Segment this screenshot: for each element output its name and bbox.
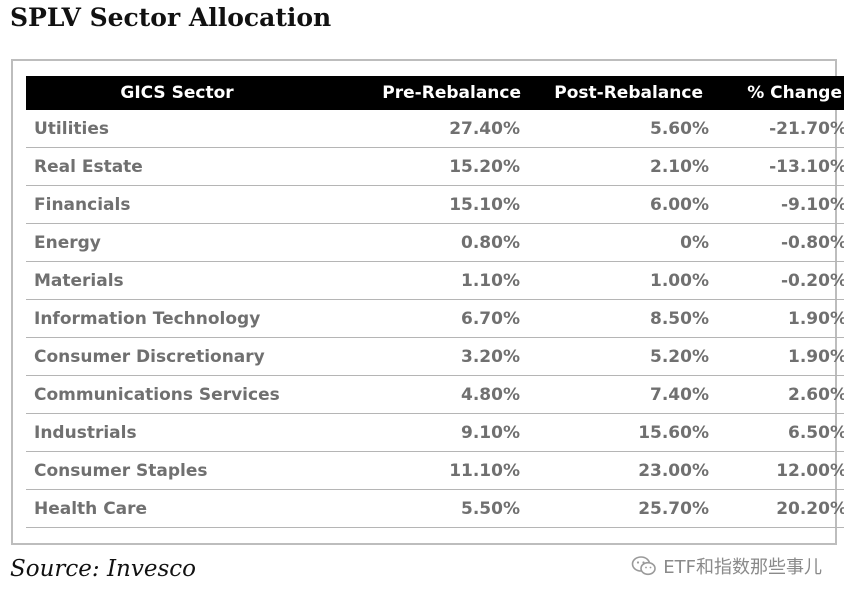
sector-cell: Health Care	[26, 489, 328, 528]
table-row: Materials 1.10% 1.00% -0.20%	[26, 261, 844, 300]
sector-cell: Industrials	[26, 413, 328, 452]
pre-rebalance-cell: 9.10%	[328, 413, 528, 452]
post-rebalance-cell: 0%	[528, 223, 717, 262]
post-rebalance-cell: 2.10%	[528, 147, 717, 186]
post-rebalance-cell: 25.70%	[528, 489, 717, 528]
table-row: Utilities 27.40% 5.60% -21.70%	[26, 110, 844, 148]
source-caption: Source: Invesco	[10, 556, 196, 582]
sector-cell: Communications Services	[26, 375, 328, 414]
header-row: GICS Sector Pre-Rebalance Post-Rebalance…	[26, 76, 844, 110]
change-cell: -0.20%	[717, 261, 844, 300]
change-cell: 1.90%	[717, 299, 844, 338]
sector-allocation-table: GICS Sector Pre-Rebalance Post-Rebalance…	[26, 76, 844, 528]
header-post-rebalance: Post-Rebalance	[528, 76, 717, 110]
change-cell: -9.10%	[717, 185, 844, 224]
table-row: Real Estate 15.20% 2.10% -13.10%	[26, 147, 844, 186]
pre-rebalance-cell: 15.20%	[328, 147, 528, 186]
pre-rebalance-cell: 4.80%	[328, 375, 528, 414]
change-cell: 20.20%	[717, 489, 844, 528]
watermark-text: ETF和指数那些事儿	[663, 557, 822, 578]
sector-cell: Energy	[26, 223, 328, 262]
change-cell: 1.90%	[717, 337, 844, 376]
header-pre-rebalance: Pre-Rebalance	[328, 76, 528, 110]
table-row: Consumer Discretionary 3.20% 5.20% 1.90%	[26, 337, 844, 376]
post-rebalance-cell: 15.60%	[528, 413, 717, 452]
table-row: Consumer Staples 11.10% 23.00% 12.00%	[26, 451, 844, 490]
sector-cell: Financials	[26, 185, 328, 224]
table-row: Financials 15.10% 6.00% -9.10%	[26, 185, 844, 224]
table-row: Information Technology 6.70% 8.50% 1.90%	[26, 299, 844, 338]
post-rebalance-cell: 6.00%	[528, 185, 717, 224]
pre-rebalance-cell: 27.40%	[328, 110, 528, 148]
sector-cell: Consumer Discretionary	[26, 337, 328, 376]
post-rebalance-cell: 5.60%	[528, 110, 717, 148]
sector-cell: Consumer Staples	[26, 451, 328, 490]
watermark: ETF和指数那些事儿	[631, 553, 822, 579]
pre-rebalance-cell: 6.70%	[328, 299, 528, 338]
post-rebalance-cell: 7.40%	[528, 375, 717, 414]
change-cell: 2.60%	[717, 375, 844, 414]
post-rebalance-cell: 1.00%	[528, 261, 717, 300]
page-title: SPLV Sector Allocation	[10, 3, 332, 32]
change-cell: -21.70%	[717, 110, 844, 148]
change-cell: 6.50%	[717, 413, 844, 452]
pre-rebalance-cell: 5.50%	[328, 489, 528, 528]
post-rebalance-cell: 8.50%	[528, 299, 717, 338]
sector-cell: Utilities	[26, 110, 328, 148]
change-cell: -13.10%	[717, 147, 844, 186]
table-row: Energy 0.80% 0% -0.80%	[26, 223, 844, 262]
table-row: Industrials 9.10% 15.60% 6.50%	[26, 413, 844, 452]
pre-rebalance-cell: 0.80%	[328, 223, 528, 262]
post-rebalance-cell: 23.00%	[528, 451, 717, 490]
change-cell: 12.00%	[717, 451, 844, 490]
pre-rebalance-cell: 11.10%	[328, 451, 528, 490]
pre-rebalance-cell: 15.10%	[328, 185, 528, 224]
sector-cell: Information Technology	[26, 299, 328, 338]
table-row: Health Care 5.50% 25.70% 20.20%	[26, 489, 844, 528]
sector-cell: Materials	[26, 261, 328, 300]
header-sector: GICS Sector	[26, 76, 328, 110]
table-row: Communications Services 4.80% 7.40% 2.60…	[26, 375, 844, 414]
pre-rebalance-cell: 1.10%	[328, 261, 528, 300]
header-change: % Change	[717, 76, 844, 110]
pre-rebalance-cell: 3.20%	[328, 337, 528, 376]
wechat-icon	[631, 553, 657, 579]
post-rebalance-cell: 5.20%	[528, 337, 717, 376]
sector-cell: Real Estate	[26, 147, 328, 186]
change-cell: -0.80%	[717, 223, 844, 262]
table-header: GICS Sector Pre-Rebalance Post-Rebalance…	[26, 76, 844, 110]
table-body: Utilities 27.40% 5.60% -21.70% Real Esta…	[26, 110, 844, 528]
